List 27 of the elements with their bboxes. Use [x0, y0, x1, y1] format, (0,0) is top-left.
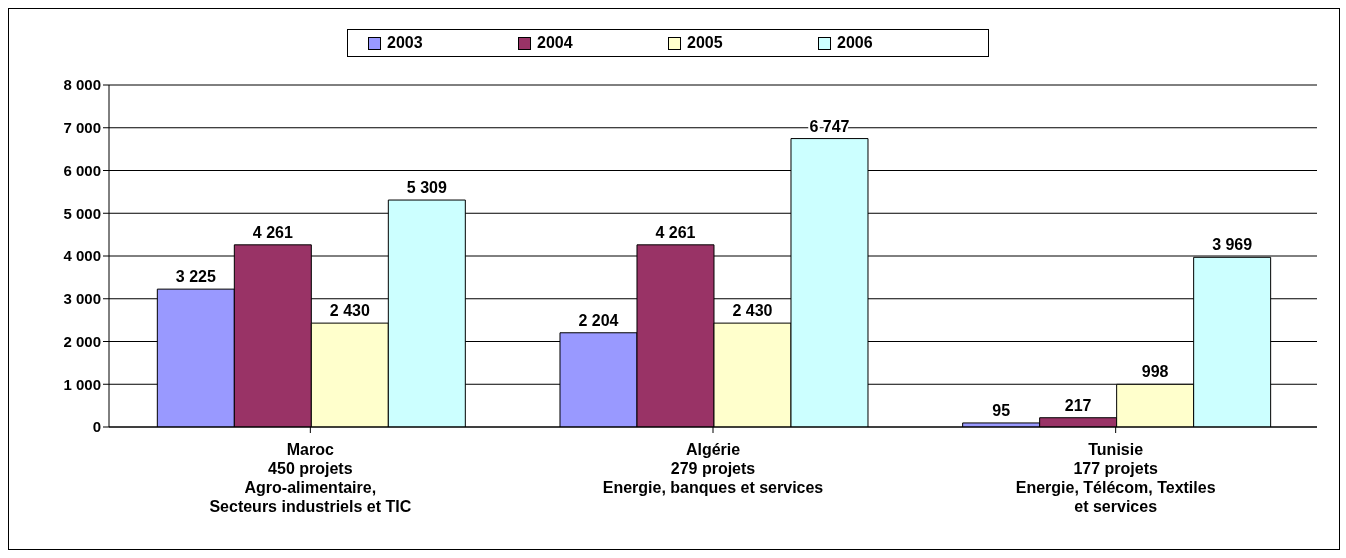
data-label: 2 430 [329, 302, 370, 320]
y-tick-label: 4 000 [63, 247, 101, 265]
data-label: 4 261 [655, 223, 696, 241]
data-label: 95 [992, 401, 1011, 419]
legend-label: 2005 [686, 34, 724, 52]
data-label: 4 261 [252, 223, 293, 241]
x-tick-label: Algérie 279 projets Energie, banques et services [602, 441, 824, 496]
y-tick-label: 6 000 [63, 161, 101, 179]
data-label: 998 [1141, 363, 1169, 381]
data-label: 217 [1064, 396, 1092, 414]
y-tick-label: 7 000 [63, 119, 101, 137]
y-tick-label: 0 [92, 418, 101, 436]
x-tick-label: Maroc 450 projets Agro-alimentaire, Secteurs industriels et TIC [209, 441, 412, 515]
data-label: 2 430 [732, 302, 773, 320]
data-label: 3 969 [1212, 236, 1253, 254]
data-label: 5 309 [406, 179, 447, 197]
y-tick-label: 8 000 [63, 76, 101, 94]
y-tick-label: 2 000 [63, 332, 101, 350]
legend-label: 2003 [386, 34, 424, 52]
data-label: 2 204 [578, 311, 619, 329]
legend-label: 2004 [536, 34, 574, 52]
legend-label: 2006 [836, 34, 874, 52]
y-tick-label: 5 000 [63, 204, 101, 222]
y-tick-label: 1 000 [63, 375, 101, 393]
y-tick-label: 3 000 [63, 290, 101, 308]
x-tick-label: Tunisie 177 projets Energie, Télécom, Textiles et services [1015, 441, 1216, 515]
data-label: 3 225 [175, 268, 216, 286]
